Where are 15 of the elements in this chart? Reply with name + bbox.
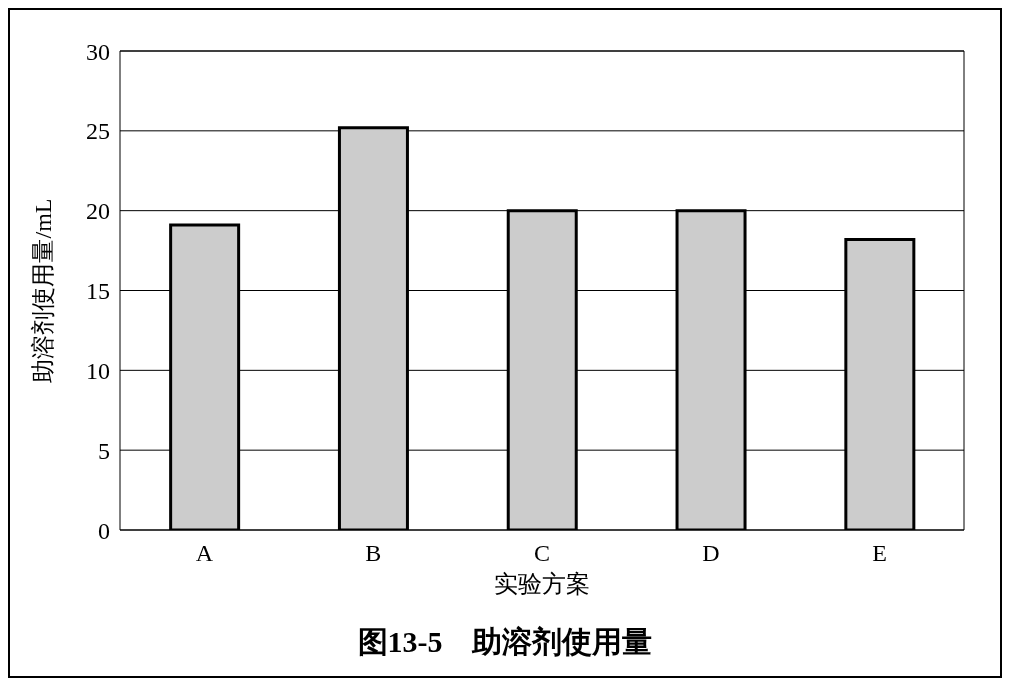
x-tick-label: A: [195, 540, 214, 567]
x-tick-label: E: [872, 540, 887, 567]
y-tick-label: 20: [86, 198, 110, 225]
x-axis-title: 实验方案: [494, 571, 590, 597]
x-tick-label: B: [365, 540, 382, 567]
x-tick-label: C: [533, 540, 551, 567]
y-tick-label: 5: [98, 437, 110, 464]
y-tick-label: 0: [98, 517, 110, 544]
y-axis-title: 助溶剂使用量/mL: [29, 198, 56, 383]
x-tick-label: D: [702, 540, 720, 567]
y-tick-label: 15: [86, 278, 110, 305]
text: 图13-5 助溶剂使用量: [356, 624, 654, 660]
y-tick-label: 30: [86, 38, 110, 65]
y-tick-label: 25: [86, 118, 110, 145]
y-tick-label: 10: [86, 357, 110, 384]
